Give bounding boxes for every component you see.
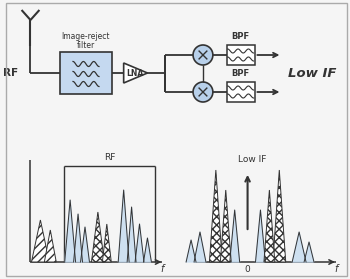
Text: BPF: BPF [232, 69, 250, 78]
Polygon shape [220, 190, 231, 262]
Text: BPF: BPF [232, 32, 250, 41]
Text: f: f [334, 264, 337, 274]
Polygon shape [65, 200, 76, 262]
Text: LNA: LNA [126, 69, 143, 78]
Text: f: f [161, 264, 164, 274]
Polygon shape [44, 230, 56, 262]
Text: filter: filter [77, 41, 95, 50]
Polygon shape [80, 227, 90, 262]
Circle shape [193, 45, 213, 65]
Polygon shape [230, 210, 240, 262]
Text: Low IF: Low IF [238, 155, 267, 164]
Bar [227, 82, 254, 102]
Polygon shape [186, 240, 196, 262]
Polygon shape [32, 220, 49, 262]
Text: 0: 0 [245, 264, 251, 273]
Circle shape [193, 82, 213, 102]
Text: RF: RF [4, 68, 19, 78]
Bar [60, 52, 112, 94]
Polygon shape [194, 232, 206, 262]
Polygon shape [273, 170, 286, 262]
Polygon shape [144, 238, 152, 262]
Polygon shape [209, 170, 222, 262]
Text: RF: RF [104, 153, 116, 162]
Polygon shape [264, 190, 275, 262]
Polygon shape [91, 212, 104, 262]
Polygon shape [127, 207, 136, 262]
Text: Low IF: Low IF [288, 67, 337, 80]
Polygon shape [118, 190, 129, 262]
Polygon shape [135, 224, 144, 262]
Bar [227, 45, 254, 65]
Text: Image-reject: Image-reject [62, 32, 110, 41]
Polygon shape [304, 242, 314, 262]
Polygon shape [292, 232, 306, 262]
Polygon shape [256, 210, 265, 262]
Polygon shape [74, 214, 83, 262]
Polygon shape [102, 224, 111, 262]
Polygon shape [124, 63, 147, 83]
